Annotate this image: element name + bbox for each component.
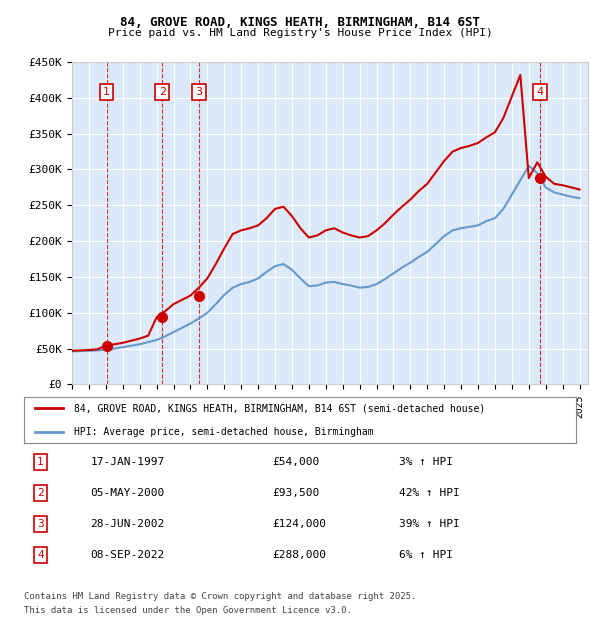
Text: This data is licensed under the Open Government Licence v3.0.: This data is licensed under the Open Gov… [24, 606, 352, 616]
Text: 42% ↑ HPI: 42% ↑ HPI [400, 488, 460, 498]
Text: 84, GROVE ROAD, KINGS HEATH, BIRMINGHAM, B14 6ST: 84, GROVE ROAD, KINGS HEATH, BIRMINGHAM,… [120, 16, 480, 29]
Text: £93,500: £93,500 [272, 488, 320, 498]
Text: Price paid vs. HM Land Registry's House Price Index (HPI): Price paid vs. HM Land Registry's House … [107, 28, 493, 38]
Text: £124,000: £124,000 [272, 519, 326, 529]
Text: 3: 3 [37, 519, 44, 529]
Text: £288,000: £288,000 [272, 550, 326, 560]
Text: 6% ↑ HPI: 6% ↑ HPI [400, 550, 454, 560]
Text: 1: 1 [37, 457, 44, 467]
Text: 39% ↑ HPI: 39% ↑ HPI [400, 519, 460, 529]
Text: 17-JAN-1997: 17-JAN-1997 [90, 457, 164, 467]
Text: £54,000: £54,000 [272, 457, 320, 467]
Text: 3: 3 [195, 87, 202, 97]
Text: 84, GROVE ROAD, KINGS HEATH, BIRMINGHAM, B14 6ST (semi-detached house): 84, GROVE ROAD, KINGS HEATH, BIRMINGHAM,… [74, 404, 485, 414]
Text: 08-SEP-2022: 08-SEP-2022 [90, 550, 164, 560]
Text: 3% ↑ HPI: 3% ↑ HPI [400, 457, 454, 467]
Text: 28-JUN-2002: 28-JUN-2002 [90, 519, 164, 529]
Text: 4: 4 [537, 87, 544, 97]
Text: Contains HM Land Registry data © Crown copyright and database right 2025.: Contains HM Land Registry data © Crown c… [24, 592, 416, 601]
Text: 4: 4 [37, 550, 44, 560]
Text: HPI: Average price, semi-detached house, Birmingham: HPI: Average price, semi-detached house,… [74, 427, 373, 436]
Text: 1: 1 [103, 87, 110, 97]
Text: 05-MAY-2000: 05-MAY-2000 [90, 488, 164, 498]
Text: 2: 2 [159, 87, 166, 97]
Text: 2: 2 [37, 488, 44, 498]
